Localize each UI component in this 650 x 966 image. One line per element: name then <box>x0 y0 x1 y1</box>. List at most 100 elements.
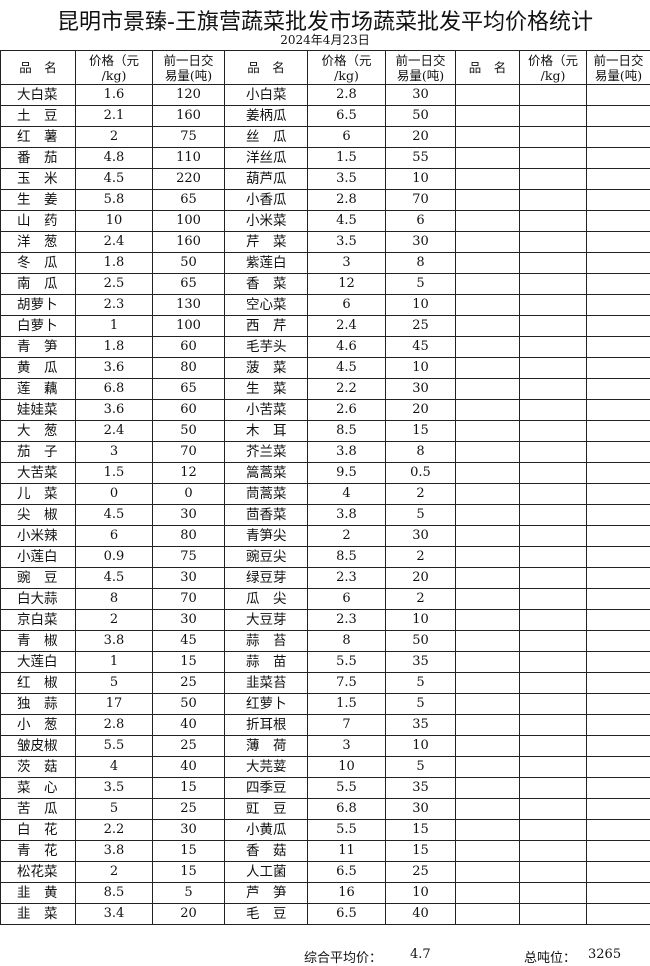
empty-cell <box>455 210 520 232</box>
table-row: 韭 菜 3.4 20 毛 豆 6.5 40 <box>0 903 650 925</box>
item-volume: 15 <box>385 819 456 841</box>
item-price: 6.5 <box>307 903 386 925</box>
item-name: 毛 豆 <box>224 903 308 925</box>
item-price: 1.5 <box>75 462 153 484</box>
item-price: 2.8 <box>75 714 153 736</box>
empty-cell <box>586 315 650 337</box>
item-price: 4.5 <box>307 357 386 379</box>
item-volume: 65 <box>152 378 225 400</box>
item-name: 茨 菇 <box>0 756 76 778</box>
item-price: 2.2 <box>307 378 386 400</box>
item-name: 木 耳 <box>224 420 308 442</box>
page-title: 昆明市景臻-王旗营蔬菜批发市场蔬菜批发平均价格统计 <box>57 10 593 35</box>
table-row: 茄 子 3 70 芥兰菜 3.8 8 <box>0 441 650 463</box>
empty-cell <box>586 336 650 358</box>
item-name: 洋 葱 <box>0 231 76 253</box>
empty-cell <box>586 105 650 127</box>
item-volume: 30 <box>152 567 225 589</box>
empty-cell <box>519 672 587 694</box>
item-volume: 15 <box>152 777 225 799</box>
empty-cell <box>455 714 520 736</box>
item-volume: 45 <box>152 630 225 652</box>
item-name: 大 葱 <box>0 420 76 442</box>
empty-cell <box>586 903 650 925</box>
item-price: 5 <box>75 798 153 820</box>
empty-cell <box>519 714 587 736</box>
empty-cell <box>455 126 520 148</box>
item-name: 小莲白 <box>0 546 76 568</box>
item-name: 小苦菜 <box>224 399 308 421</box>
item-price: 10 <box>75 210 153 232</box>
empty-cell <box>586 420 650 442</box>
item-name: 京白菜 <box>0 609 76 631</box>
item-price: 12 <box>307 273 386 295</box>
item-price: 5.5 <box>307 819 386 841</box>
item-price: 2.2 <box>75 819 153 841</box>
item-volume: 2 <box>385 483 456 505</box>
item-name: 香 菜 <box>224 273 308 295</box>
item-name: 白萝卜 <box>0 315 76 337</box>
empty-cell <box>586 483 650 505</box>
item-price: 3.4 <box>75 903 153 925</box>
table-row: 菜 心 3.5 15 四季豆 5.5 35 <box>0 777 650 799</box>
item-name: 小黄瓜 <box>224 819 308 841</box>
empty-cell <box>455 441 520 463</box>
empty-cell <box>586 840 650 862</box>
empty-cell <box>586 882 650 904</box>
empty-cell <box>519 609 587 631</box>
empty-cell <box>455 231 520 253</box>
empty-cell <box>586 231 650 253</box>
empty-cell <box>519 546 587 568</box>
item-price: 7.5 <box>307 672 386 694</box>
item-name: 菠 菜 <box>224 357 308 379</box>
empty-cell <box>586 714 650 736</box>
item-name: 小 葱 <box>0 714 76 736</box>
table-row: 土 豆 2.1 160 姜柄瓜 6.5 50 <box>0 105 650 127</box>
table-row: 南 瓜 2.5 65 香 菜 12 5 <box>0 273 650 295</box>
item-volume: 20 <box>385 126 456 148</box>
item-price: 8.5 <box>75 882 153 904</box>
item-name: 尖 椒 <box>0 504 76 526</box>
table-row: 冬 瓜 1.8 50 紫莲白 3 8 <box>0 252 650 274</box>
header-volume: 前一日交 易量(吨) <box>385 50 456 85</box>
empty-cell <box>455 651 520 673</box>
item-volume: 30 <box>385 378 456 400</box>
item-volume: 30 <box>152 609 225 631</box>
item-volume: 35 <box>385 714 456 736</box>
report-date: 2024年4月23日 <box>280 33 370 47</box>
table-row: 大白菜 1.6 120 小白菜 2.8 30 <box>0 84 650 106</box>
empty-cell <box>586 168 650 190</box>
item-name: 姜柄瓜 <box>224 105 308 127</box>
item-volume: 70 <box>152 588 225 610</box>
empty-cell <box>455 609 520 631</box>
empty-cell <box>455 861 520 883</box>
item-name: 白大蒜 <box>0 588 76 610</box>
empty-cell <box>586 84 650 106</box>
table-row: 皱皮椒 5.5 25 薄 荷 3 10 <box>0 735 650 757</box>
empty-cell <box>455 735 520 757</box>
item-price: 16 <box>307 882 386 904</box>
item-name: 茄 子 <box>0 441 76 463</box>
average-price-value: 4.7 <box>410 947 431 962</box>
item-price: 6 <box>307 588 386 610</box>
empty-cell <box>586 693 650 715</box>
item-name: 紫莲白 <box>224 252 308 274</box>
item-volume: 15 <box>152 861 225 883</box>
item-price: 9.5 <box>307 462 386 484</box>
item-volume: 80 <box>152 357 225 379</box>
item-name: 番 茄 <box>0 147 76 169</box>
empty-cell <box>455 819 520 841</box>
empty-cell <box>586 462 650 484</box>
item-volume: 25 <box>385 315 456 337</box>
empty-cell <box>455 189 520 211</box>
item-name: 芦 笋 <box>224 882 308 904</box>
empty-cell <box>519 525 587 547</box>
item-price: 2.3 <box>307 609 386 631</box>
item-price: 6.8 <box>75 378 153 400</box>
item-price: 2.1 <box>75 105 153 127</box>
item-price: 2.6 <box>307 399 386 421</box>
header-price: 价格（元 /kg) <box>519 50 587 85</box>
item-name: 白 花 <box>0 819 76 841</box>
header-name: 品 名 <box>224 50 308 85</box>
